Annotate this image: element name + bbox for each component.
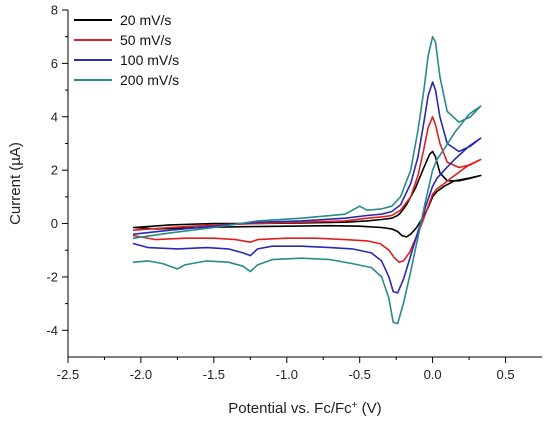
x-axis-title-unit: (V) [358,400,382,417]
y-tick-label: 0 [51,216,58,231]
x-tick-label: -2.5 [57,367,79,382]
y-tick-label: 4 [51,109,58,124]
x-tick-label: -1.0 [276,367,298,382]
x-tick-label: 0.5 [496,367,514,382]
axes: -2.5 -2.0 -1.5 -1.0 -0.5 0.0 0.5 -4 -2 0 2 4 6 8 [46,3,542,382]
x-tick-label: -0.5 [348,367,370,382]
legend-label: 200 mV/s [120,72,179,88]
y-tick-label: 6 [51,56,58,71]
y-tick-label: -4 [46,323,58,338]
series-line-50-mv-s [132,116,482,264]
x-tick-label: 0.0 [424,367,442,382]
y-tick-label: 8 [51,3,58,18]
plot-curves [132,35,482,325]
x-axis-title: Potential vs. Fc/Fc+ (V) [228,400,381,418]
y-axis-title: Current (µA) [7,142,24,225]
x-tick-label: -1.5 [203,367,225,382]
legend-label: 100 mV/s [120,52,179,68]
series-line-20-mv-s [132,150,482,238]
legend-label: 20 mV/s [120,12,171,28]
series-line-100-mv-s [132,81,482,294]
y-tick-label: 2 [51,163,58,178]
series-line-200-mv-s [132,35,482,325]
x-axis-title-main: Potential vs. Fc/Fc [228,400,352,417]
legend-label: 50 mV/s [120,32,171,48]
x-axis-title-superscript: + [352,400,358,411]
legend: 20 mV/s 50 mV/s 100 mV/s 200 mV/s [74,12,179,88]
y-tick-label: -2 [46,269,58,284]
x-tick-label: -2.0 [130,367,152,382]
